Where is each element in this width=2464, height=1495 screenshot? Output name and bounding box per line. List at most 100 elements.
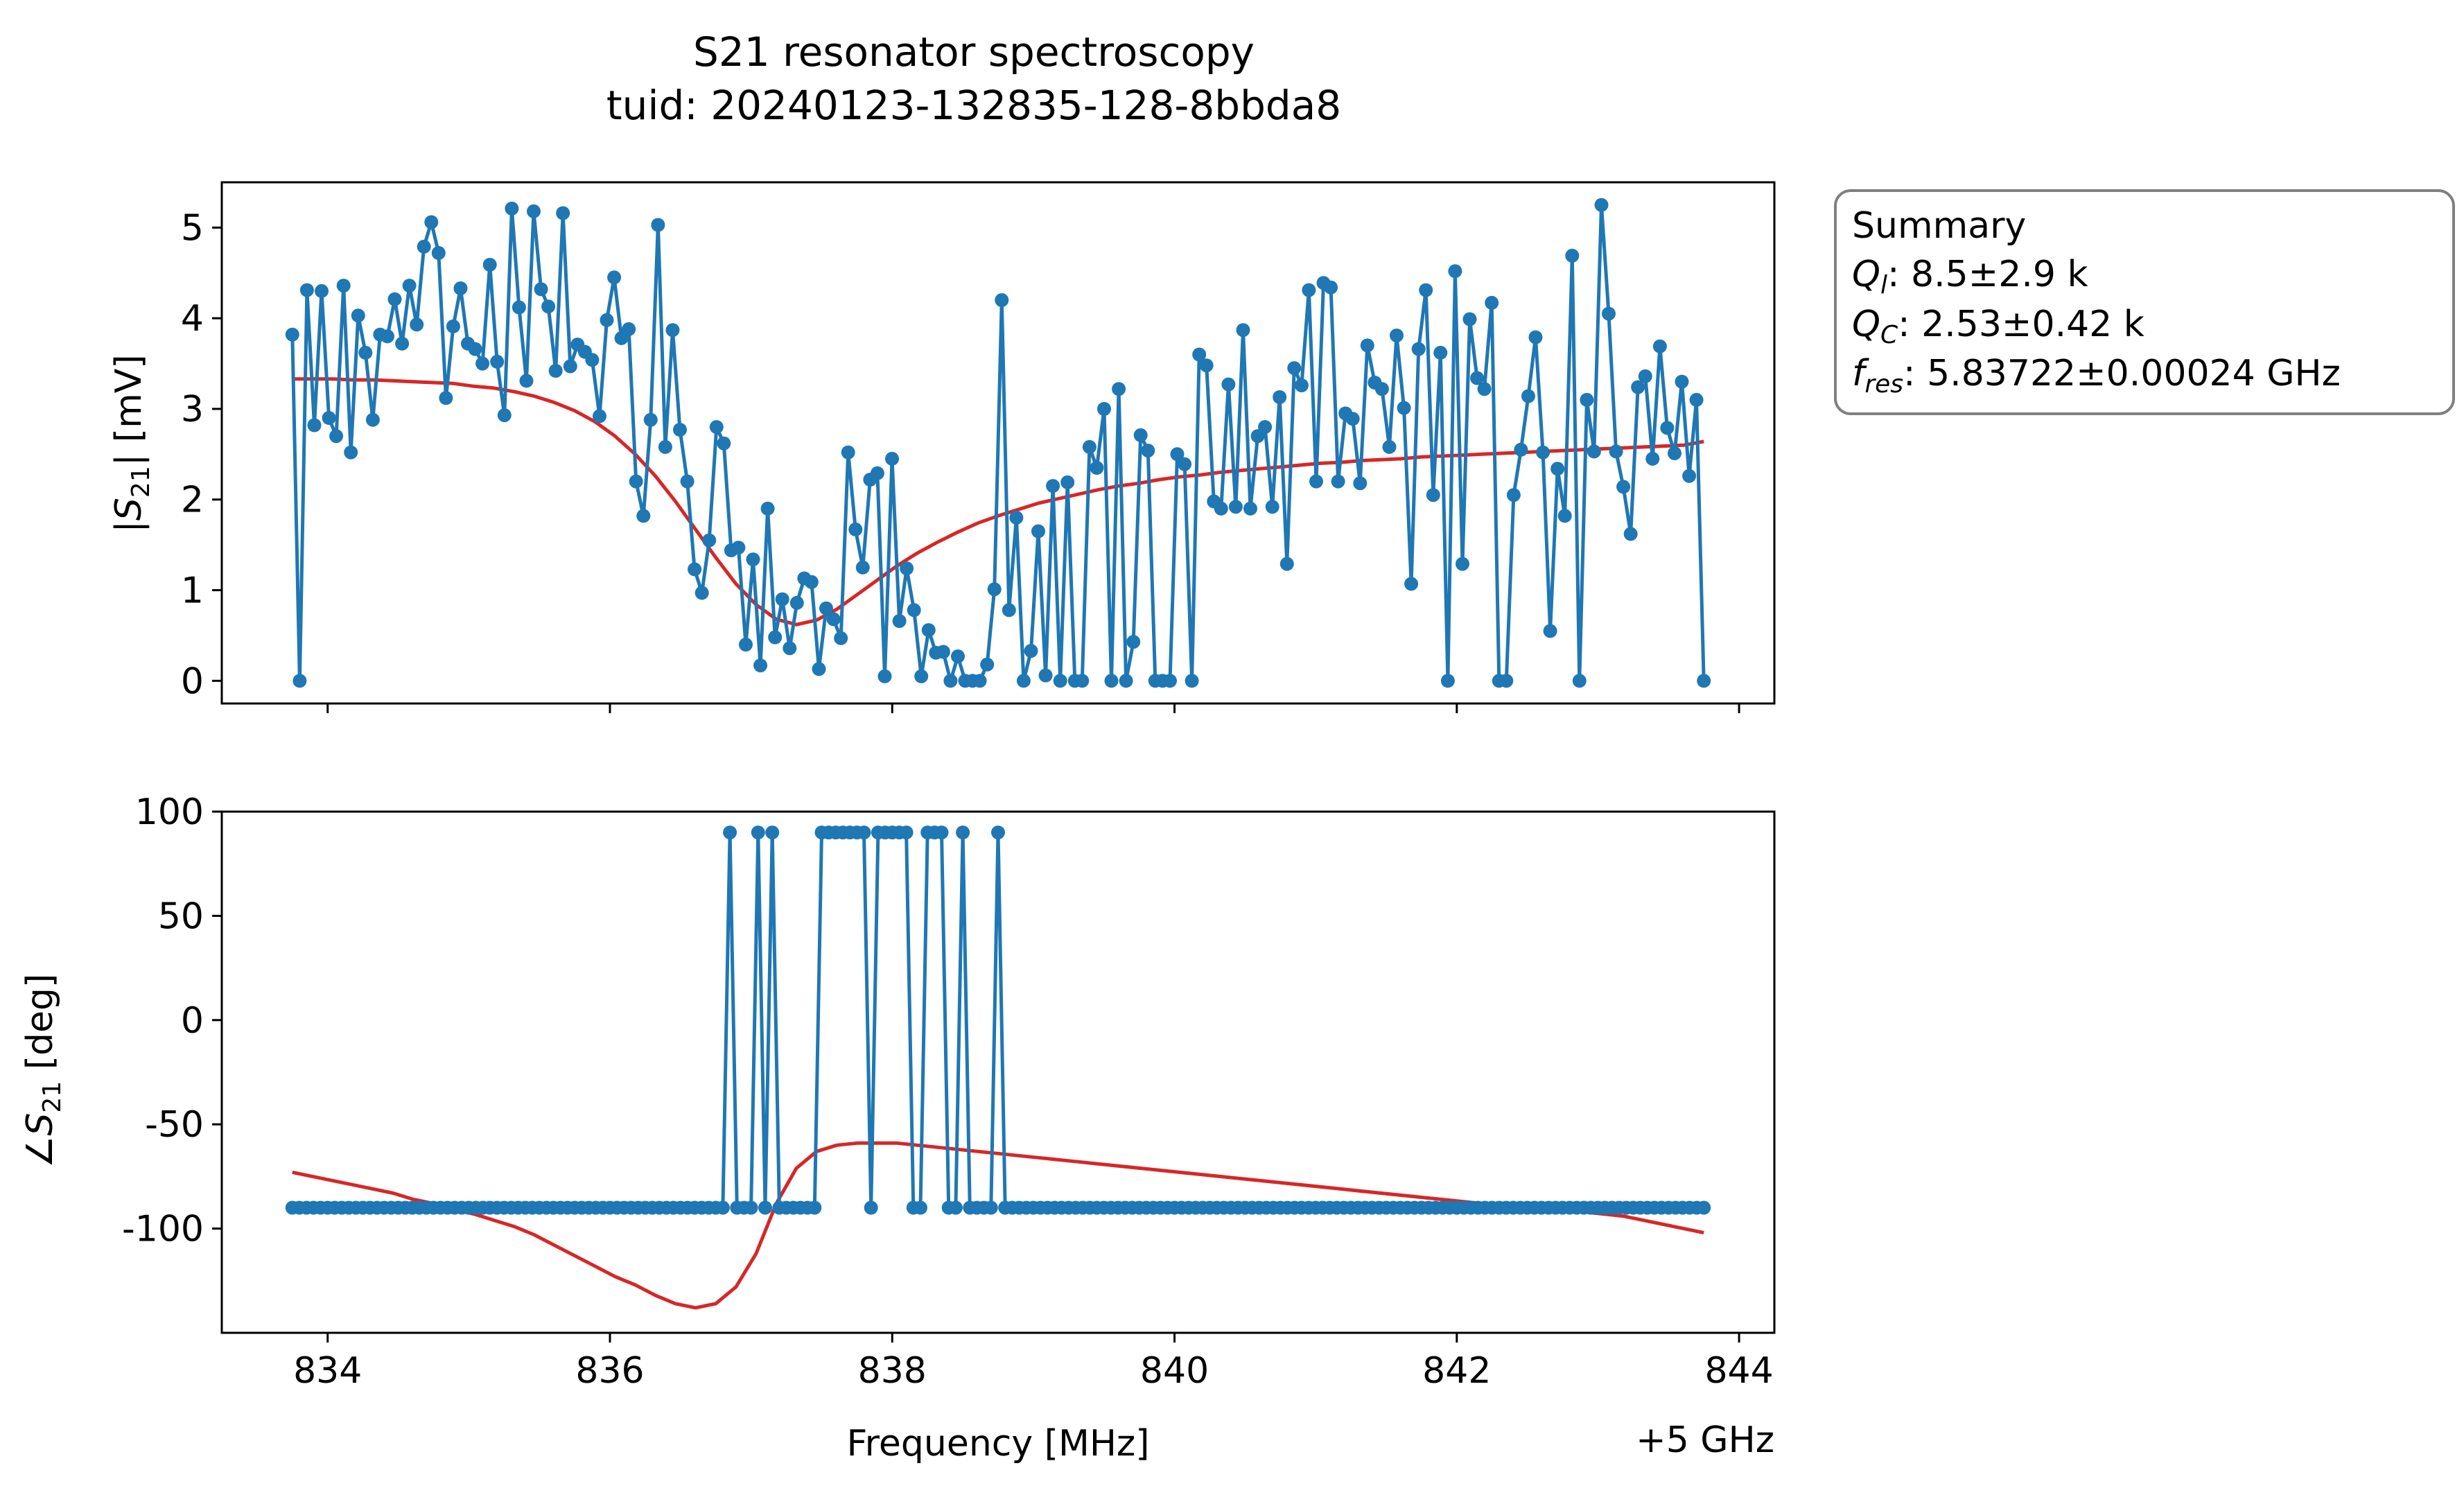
magnitude-data-point — [1411, 342, 1426, 356]
magnitude-data-point — [1616, 480, 1631, 494]
magnitude-data-point — [951, 649, 965, 663]
magnitude-data-point — [600, 313, 614, 327]
magnitude-data-point — [1521, 389, 1535, 403]
phase-data-point — [1697, 1200, 1711, 1215]
magnitude-data-point — [512, 300, 526, 315]
magnitude-data-point — [885, 451, 899, 466]
x-axis-offset-label: +5 GHz — [1636, 1419, 1774, 1461]
magnitude-data-point — [892, 614, 907, 628]
magnitude-data-point — [1652, 339, 1667, 353]
magnitude-data-point — [688, 562, 702, 577]
summary-f-res: fres: 5.83722±0.00024 GHz — [1852, 353, 2341, 399]
magnitude-data-point — [900, 561, 914, 576]
magnitude-data-point — [358, 345, 373, 360]
phase-fit-line — [292, 1141, 1704, 1310]
phase-data-point — [899, 825, 914, 840]
magnitude-data-point — [1631, 380, 1645, 394]
magnitude-data-point — [1221, 377, 1236, 392]
magnitude-data-point — [1602, 306, 1616, 321]
magnitude-data-point — [1550, 462, 1565, 476]
magnitude-data-point — [556, 206, 570, 220]
magnitude-data-point — [709, 420, 724, 435]
magnitude-data-point — [848, 522, 863, 536]
magnitude-data-point — [987, 582, 1002, 597]
magnitude-data-point — [936, 645, 950, 659]
magnitude-data-point — [877, 669, 892, 683]
magnitude-data-point — [1638, 369, 1652, 383]
magnitude-data-point — [1623, 527, 1638, 541]
magnitude-data-point — [1565, 248, 1580, 263]
magnitude-data-point — [410, 317, 424, 332]
magnitude-data-point — [1557, 509, 1572, 523]
magnitude-data-point — [351, 308, 365, 323]
magnitude-data-point — [1528, 330, 1543, 344]
magnitude-data-point — [1485, 295, 1499, 310]
magnitude-data-point — [1448, 264, 1462, 279]
magnitude-data-point — [1382, 439, 1397, 454]
phase-axes-frame — [220, 810, 1776, 1334]
magnitude-data-point — [651, 218, 665, 232]
phase-data-point — [807, 1200, 822, 1215]
magnitude-data-point — [315, 283, 329, 298]
phase-xtick-label: 834 — [293, 1350, 362, 1392]
magnitude-data-point — [1038, 668, 1053, 683]
summary-box: Summary Ql: 8.5±2.9 k QC: 2.53±0.42 k fr… — [1834, 189, 2455, 415]
magnitude-data-point — [1119, 674, 1133, 688]
magnitude-axes-frame — [220, 181, 1776, 705]
magnitude-data-point — [680, 474, 694, 489]
magnitude-data-point — [834, 631, 848, 645]
magnitude-data-point — [739, 638, 753, 652]
magnitude-data-point — [1031, 524, 1045, 539]
phase-ytick-label: -100 — [122, 1209, 204, 1250]
magnitude-data-point — [980, 657, 995, 672]
magnitude-data-point — [775, 592, 789, 606]
magnitude-data-point — [468, 342, 482, 356]
magnitude-ytick-label: 2 — [181, 480, 204, 521]
magnitude-data-point — [1236, 323, 1250, 338]
magnitude-data-point — [1645, 451, 1660, 466]
magnitude-data-point — [322, 411, 336, 425]
magnitude-ylabel: |S21| [mV] — [108, 354, 155, 532]
magnitude-data-point — [431, 246, 446, 260]
magnitude-data-point — [1016, 674, 1031, 688]
summary-q-loaded: Ql: 8.5±2.9 k — [1852, 254, 2088, 299]
summary-q-coupling: QC: 2.53±0.42 k — [1852, 304, 2144, 349]
magnitude-data-point — [1609, 444, 1623, 459]
magnitude-data-point — [1060, 475, 1075, 489]
magnitude-data-point — [1309, 474, 1323, 489]
magnitude-data-point — [812, 662, 826, 676]
magnitude-data-point — [819, 601, 833, 615]
magnitude-data-point — [870, 466, 884, 480]
magnitude-ytick-label: 0 — [181, 661, 204, 702]
magnitude-data-point — [292, 674, 307, 688]
magnitude-data-point — [417, 239, 431, 254]
magnitude-ytick-label: 5 — [181, 207, 204, 249]
magnitude-data-point — [1141, 444, 1155, 458]
magnitude-data-point — [702, 533, 717, 548]
magnitude-data-point — [497, 408, 512, 423]
magnitude-data-point — [1302, 283, 1316, 297]
phase-data-point — [765, 825, 780, 840]
magnitude-data-point — [381, 329, 394, 344]
magnitude-data-point — [593, 409, 606, 423]
magnitude-data-point — [1397, 401, 1411, 415]
magnitude-data-point — [1456, 557, 1469, 571]
magnitude-data-point — [505, 201, 519, 216]
magnitude-fit-line — [292, 377, 1704, 627]
magnitude-data-line — [290, 203, 1706, 683]
magnitude-data-point — [717, 436, 731, 451]
magnitude-data-point — [344, 445, 358, 460]
magnitude-data-point — [1668, 446, 1681, 460]
magnitude-data-point — [826, 612, 841, 627]
magnitude-data-point — [1243, 501, 1257, 516]
magnitude-data-point — [760, 501, 775, 516]
magnitude-data-point — [914, 669, 929, 683]
phase-ylabel: ∠S21 [deg] — [19, 974, 67, 1169]
magnitude-data-point — [804, 575, 819, 589]
magnitude-data-point — [482, 258, 497, 272]
magnitude-data-point — [387, 292, 402, 306]
magnitude-data-point — [1514, 442, 1528, 457]
magnitude-fit-curve — [292, 377, 1704, 627]
magnitude-data-point — [1426, 488, 1440, 502]
